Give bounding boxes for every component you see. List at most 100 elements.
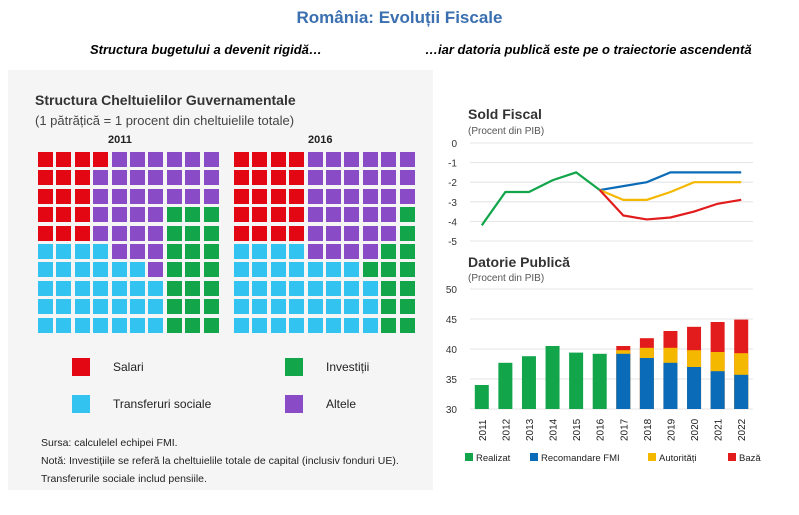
datorie-x-label: 2022	[737, 418, 748, 441]
sold-fiscal-tick-label: -5	[448, 237, 457, 248]
waffle-cell-transferuri	[93, 317, 109, 333]
waffle-panel: Structura Cheltuielilor Guvernamentale (…	[8, 70, 433, 490]
waffle-cell-transferuri	[326, 280, 341, 296]
waffle-cell-investitii	[399, 225, 415, 241]
waffle-cell-transferuri	[344, 299, 360, 315]
waffle-cell-transferuri	[130, 299, 145, 315]
datorie-tick-label: 30	[446, 405, 458, 416]
waffle-cell-altele	[326, 225, 341, 241]
waffle-cell-altele	[148, 170, 164, 186]
waffle-cell-altele	[93, 170, 109, 186]
waffle-cell-transferuri	[289, 262, 305, 278]
datorie-tick-label: 35	[446, 375, 458, 386]
waffle-cell-altele	[381, 152, 397, 167]
sold-fiscal-series	[480, 171, 742, 226]
waffle-cell-altele	[130, 207, 145, 223]
waffle-cell-transferuri	[56, 244, 72, 259]
waffle-cell-transferuri	[74, 317, 90, 333]
waffle-cell-altele	[344, 244, 360, 259]
waffle-cell-investitii	[399, 280, 415, 296]
waffle-cell-salari	[289, 225, 305, 241]
waffle-cell-altele	[185, 170, 201, 186]
waffle-cell-investitii	[203, 262, 219, 278]
waffle-cell-altele	[130, 244, 145, 259]
datorie-x-label: 2017	[619, 418, 630, 441]
waffle-cell-transferuri	[307, 299, 323, 315]
datorie-axis: 50 45 40 35 30	[446, 285, 753, 416]
datorie-tick-label: 50	[446, 285, 458, 296]
waffle-cell-investitii	[185, 262, 201, 278]
waffle-cell-transferuri	[38, 280, 53, 296]
right-charts: Sold Fiscal (Procent din PIB) 0 -1 -2 -3 -4 -…	[446, 106, 761, 464]
waffle-cell-altele	[362, 188, 378, 204]
waffle-cell-investitii	[166, 317, 182, 333]
waffle-cell-salari	[74, 188, 90, 204]
waffle-cell-altele	[362, 244, 378, 259]
waffle-cell-investitii	[381, 262, 397, 278]
datorie-x-label: 2018	[643, 418, 654, 441]
waffle-cell-transferuri	[111, 262, 127, 278]
waffle-cell-altele	[326, 207, 341, 223]
waffle-cell-transferuri	[234, 299, 249, 315]
waffle-cell-transferuri	[93, 262, 109, 278]
waffle-cell-salari	[289, 188, 305, 204]
waffle-cell-altele	[344, 152, 360, 167]
page-title: România: Evoluții Fiscale	[296, 8, 503, 27]
legend-recomandare-label: Recomandare FMI	[541, 453, 620, 464]
waffle-cell-transferuri	[74, 262, 90, 278]
datorie-x-label: 2015	[572, 418, 583, 441]
waffle-cell-transferuri	[252, 317, 268, 333]
legend-salari-swatch	[72, 358, 90, 376]
waffle-cell-transferuri	[56, 299, 72, 315]
waffle-cell-investitii	[203, 225, 219, 241]
waffle-cell-transferuri	[130, 280, 145, 296]
waffle-cell-investitii	[362, 262, 378, 278]
waffle-cell-salari	[38, 170, 53, 186]
waffle-cell-salari	[252, 152, 268, 167]
waffle-cell-salari	[56, 170, 72, 186]
waffle-year-2016: 2016	[308, 134, 333, 146]
waffle-cell-salari	[234, 152, 249, 167]
waffle-cell-investitii	[166, 299, 182, 315]
legend-investitii-label: Investiții	[326, 360, 370, 374]
waffle-cell-altele	[130, 170, 145, 186]
datorie-x-label: 2016	[596, 418, 607, 441]
left-subtitle: Structura bugetului a devenit rigidă…	[90, 42, 322, 57]
waffle-cell-investitii	[166, 225, 182, 241]
datorie-title: Datorie Publică	[468, 254, 570, 270]
legend-salari-label: Salari	[113, 360, 144, 374]
waffle-title: Structura Cheltuielilor Guvernamentale	[35, 92, 296, 108]
datorie-x-label: 2014	[549, 418, 560, 441]
waffle-cell-salari	[74, 152, 90, 167]
waffle-cell-transferuri	[74, 244, 90, 259]
waffle-cell-transferuri	[326, 299, 341, 315]
waffle-cell-salari	[289, 152, 305, 167]
waffle-cell-salari	[56, 188, 72, 204]
sold-fiscal-tick-label: 0	[451, 139, 457, 150]
waffle-cell-altele	[185, 188, 201, 204]
waffle-cell-altele	[344, 225, 360, 241]
waffle-cell-altele	[203, 188, 219, 204]
datorie-x-labels: 2011 2012 2013 2014 2015 2016 2017 2018 2019 2020…	[478, 418, 748, 441]
legend-baza-swatch	[728, 453, 736, 461]
waffle-cell-altele	[148, 262, 164, 278]
waffle-cell-transferuri	[326, 317, 341, 333]
waffle-cell-altele	[381, 225, 397, 241]
waffle-year-2011: 2011	[108, 134, 132, 146]
waffle-cell-altele	[362, 170, 378, 186]
datorie-bar-realizat	[474, 385, 489, 409]
waffle-cell-transferuri	[56, 317, 72, 333]
waffle-cell-salari	[93, 152, 109, 167]
waffle-cell-altele	[130, 188, 145, 204]
waffle-cell-transferuri	[307, 317, 323, 333]
waffle-cell-investitii	[399, 207, 415, 223]
waffle-cell-salari	[74, 207, 90, 223]
sold-fiscal-line-baza	[598, 189, 742, 221]
legend-investitii-swatch	[285, 358, 303, 376]
waffle-cell-transferuri	[148, 299, 164, 315]
datorie-x-label: 2012	[501, 418, 512, 441]
waffle-cell-altele	[307, 225, 323, 241]
waffle-cell-investitii	[399, 317, 415, 333]
waffle-cell-altele	[362, 207, 378, 223]
waffle-cell-investitii	[381, 299, 397, 315]
